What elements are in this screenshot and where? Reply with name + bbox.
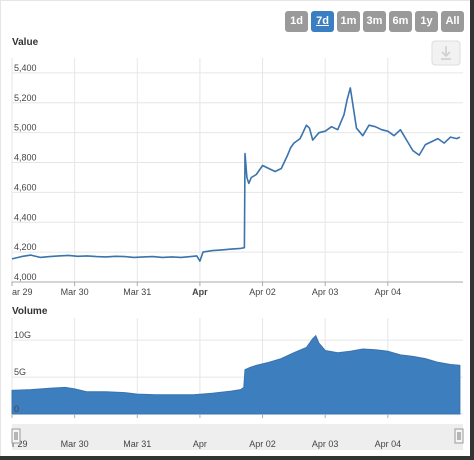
- y-tick-label: 0: [14, 404, 19, 414]
- y-tick-label: 5G: [14, 367, 26, 377]
- x-tick-label: Mar 30: [61, 287, 89, 297]
- x-tick-label: Apr 02: [249, 287, 276, 297]
- download-button[interactable]: [431, 40, 461, 66]
- range-button-3m[interactable]: 3m: [363, 11, 386, 32]
- range-button-1d[interactable]: 1d: [285, 11, 308, 32]
- y-tick-label: 4,200: [14, 242, 37, 252]
- x-tick-label: Mar 31: [123, 287, 151, 297]
- x-tick-label: Apr 04: [375, 287, 402, 297]
- x-tick-label: Mar 31: [123, 439, 151, 449]
- y-tick-label: 10G: [14, 330, 31, 340]
- x-tick-label: Mar 30: [61, 439, 89, 449]
- bottom-shadow: [0, 456, 474, 460]
- y-tick-label: 4,800: [14, 153, 37, 163]
- x-tick-label: Apr 02: [249, 439, 276, 449]
- y-tick-label: 4,600: [14, 182, 37, 192]
- x-tick-label: Apr 03: [312, 439, 339, 449]
- range-button-1m[interactable]: 1m: [337, 11, 360, 32]
- range-button-1y[interactable]: 1y: [415, 11, 438, 32]
- right-shadow: [470, 0, 474, 460]
- volume-chart: Volume 0 5G 10G r 29 Mar 30 Mar 31 Apr Apr 02 A…: [11, 306, 464, 450]
- range-button-7d[interactable]: 7d: [311, 11, 334, 32]
- range-button-6m[interactable]: 6m: [389, 11, 412, 32]
- navigator-handle-left[interactable]: [11, 428, 21, 444]
- x-tick-label: Apr: [192, 287, 208, 297]
- volume-y-ticks: 0 5G 10G: [14, 330, 31, 414]
- x-tick-label: Apr 04: [375, 439, 402, 449]
- navigator-handle-right[interactable]: [454, 428, 464, 444]
- value-gridlines: [11, 58, 463, 283]
- x-tick-label: ar 29: [12, 287, 33, 297]
- range-button-all[interactable]: All: [441, 11, 464, 32]
- x-tick-label: r 29: [12, 439, 28, 449]
- y-tick-label: 5,000: [14, 123, 37, 133]
- volume-chart-title: Volume: [12, 306, 48, 317]
- x-tick-label: Apr 03: [312, 287, 339, 297]
- y-tick-label: 5,400: [14, 63, 37, 73]
- value-series-line: [11, 87, 461, 262]
- x-tick-label: Apr: [193, 439, 207, 449]
- value-y-ticks: 4,000 4,200 4,400 4,600 4,800 5,000 5,200 5,400: [14, 63, 37, 282]
- volume-series-area: [11, 334, 461, 415]
- y-tick-label: 4,000: [14, 272, 37, 282]
- value-chart-title: Value: [12, 37, 39, 48]
- value-x-ticks: ar 29 Mar 30 Mar 31 Apr Apr 02 Apr 03 Apr 04: [11, 282, 402, 297]
- y-tick-label: 5,200: [14, 93, 37, 103]
- navigator-strip: [12, 424, 463, 450]
- y-tick-label: 4,400: [14, 212, 37, 222]
- value-chart: Value 4,000 4,200 4,400 4,600 4,800 5,000 5,20…: [11, 37, 463, 297]
- download-icon: [441, 46, 451, 60]
- volume-x-ticks: r 29 Mar 30 Mar 31 Apr Apr 02 Apr 03 Apr 04: [11, 414, 402, 449]
